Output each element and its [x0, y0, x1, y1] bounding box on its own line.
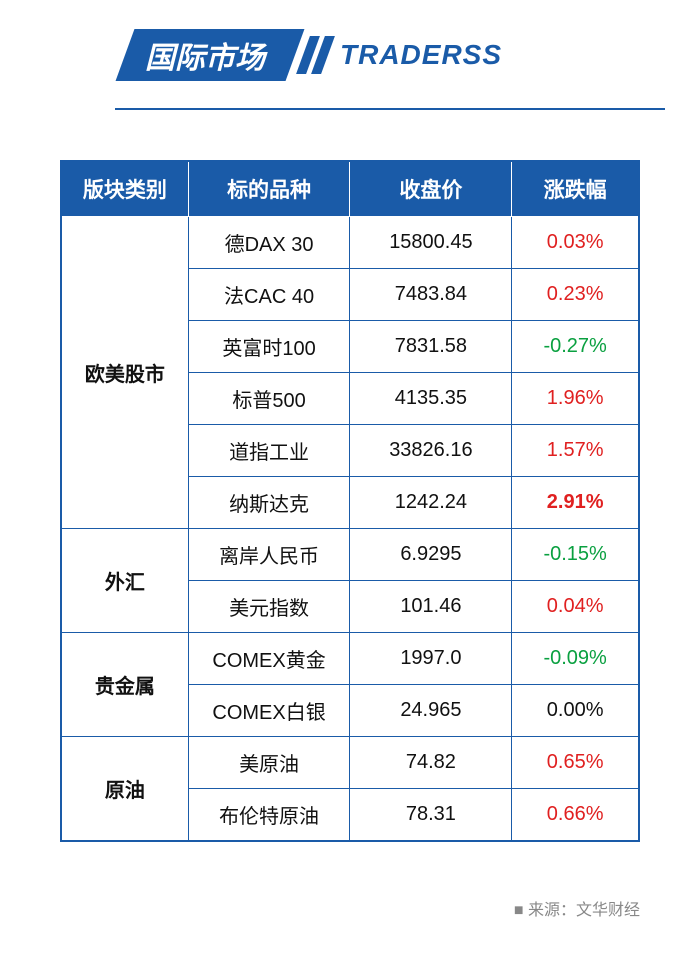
table-row: 欧美股市德DAX 3015800.450.03%	[61, 217, 639, 269]
header-row: 版块类别 标的品种 收盘价 涨跌幅	[61, 161, 639, 217]
instrument-cell: 道指工业	[188, 425, 350, 477]
category-cell: 原油	[61, 737, 188, 842]
category-cell: 欧美股市	[61, 217, 188, 529]
instrument-cell: 法CAC 40	[188, 269, 350, 321]
header-title-banner: 国际市场	[116, 29, 305, 81]
col-change: 涨跌幅	[512, 161, 639, 217]
change-cell: 0.23%	[512, 269, 639, 321]
change-cell: 0.65%	[512, 737, 639, 789]
instrument-cell: COMEX黄金	[188, 633, 350, 685]
change-cell: 2.91%	[512, 477, 639, 529]
close-cell: 7831.58	[350, 321, 512, 373]
close-cell: 33826.16	[350, 425, 512, 477]
change-cell: 0.00%	[512, 685, 639, 737]
header-title: 国际市场	[145, 33, 265, 77]
table-head: 版块类别 标的品种 收盘价 涨跌幅	[61, 161, 639, 217]
close-cell: 74.82	[350, 737, 512, 789]
change-cell: 1.57%	[512, 425, 639, 477]
category-cell: 贵金属	[61, 633, 188, 737]
change-cell: 0.04%	[512, 581, 639, 633]
header-underline	[115, 108, 665, 110]
close-cell: 6.9295	[350, 529, 512, 581]
close-cell: 1242.24	[350, 477, 512, 529]
header-stripes	[303, 36, 328, 74]
change-cell: 0.66%	[512, 789, 639, 842]
table-body: 欧美股市德DAX 3015800.450.03%法CAC 407483.840.…	[61, 217, 639, 842]
change-cell: -0.27%	[512, 321, 639, 373]
instrument-cell: 布伦特原油	[188, 789, 350, 842]
change-cell: -0.15%	[512, 529, 639, 581]
category-cell: 外汇	[61, 529, 188, 633]
close-cell: 4135.35	[350, 373, 512, 425]
table-row: 原油美原油74.820.65%	[61, 737, 639, 789]
instrument-cell: 标普500	[188, 373, 350, 425]
data-source: 来源：文华财经	[514, 896, 640, 920]
instrument-cell: 美原油	[188, 737, 350, 789]
instrument-cell: 纳斯达克	[188, 477, 350, 529]
col-category: 版块类别	[61, 161, 188, 217]
close-cell: 7483.84	[350, 269, 512, 321]
col-instrument: 标的品种	[188, 161, 350, 217]
header-brand: TRADERSS	[340, 39, 502, 71]
instrument-cell: 美元指数	[188, 581, 350, 633]
instrument-cell: 英富时100	[188, 321, 350, 373]
close-cell: 1997.0	[350, 633, 512, 685]
close-cell: 101.46	[350, 581, 512, 633]
instrument-cell: 德DAX 30	[188, 217, 350, 269]
market-table: 版块类别 标的品种 收盘价 涨跌幅 欧美股市德DAX 3015800.450.0…	[60, 160, 640, 842]
close-cell: 78.31	[350, 789, 512, 842]
instrument-cell: 离岸人民币	[188, 529, 350, 581]
close-cell: 15800.45	[350, 217, 512, 269]
change-cell: 1.96%	[512, 373, 639, 425]
close-cell: 24.965	[350, 685, 512, 737]
market-table-container: 版块类别 标的品种 收盘价 涨跌幅 欧美股市德DAX 3015800.450.0…	[60, 160, 640, 842]
table-row: 外汇离岸人民币6.9295-0.15%	[61, 529, 639, 581]
instrument-cell: COMEX白银	[188, 685, 350, 737]
page-header: 国际市场 TRADERSS	[125, 30, 700, 80]
change-cell: -0.09%	[512, 633, 639, 685]
col-close: 收盘价	[350, 161, 512, 217]
table-row: 贵金属COMEX黄金1997.0-0.09%	[61, 633, 639, 685]
change-cell: 0.03%	[512, 217, 639, 269]
